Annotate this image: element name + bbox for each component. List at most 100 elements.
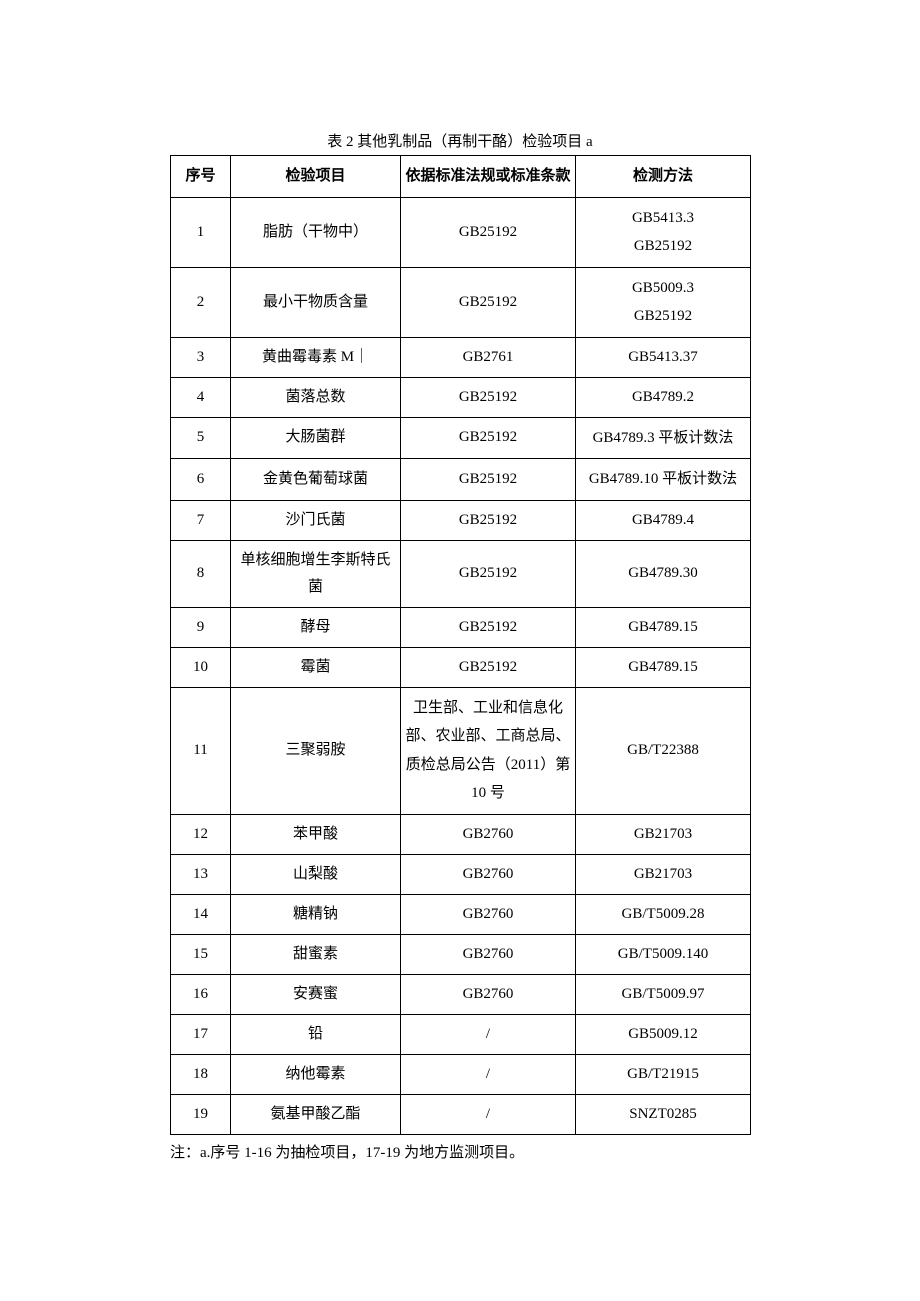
table-row: 19氨基甲酸乙酯/SNZT0285 [171, 1094, 751, 1134]
cell-seq: 10 [171, 647, 231, 687]
table-row: 12苯甲酸GB2760GB21703 [171, 814, 751, 854]
cell-item: 大肠菌群 [231, 417, 401, 459]
table-row: 8单核细胞增生李斯特氏菌GB25192GB4789.30 [171, 540, 751, 607]
table-row: 15甜蜜素GB2760GB/T5009.140 [171, 934, 751, 974]
cell-item: 金黄色葡萄球菌 [231, 459, 401, 501]
cell-seq: 11 [171, 687, 231, 814]
cell-seq: 4 [171, 377, 231, 417]
cell-seq: 2 [171, 267, 231, 337]
cell-basis: GB2760 [401, 894, 576, 934]
cell-method: SNZT0285 [576, 1094, 751, 1134]
cell-method: GB5009.3GB25192 [576, 267, 751, 337]
cell-item: 黄曲霉毒素 M｜ [231, 337, 401, 377]
cell-seq: 18 [171, 1054, 231, 1094]
table-row: 4菌落总数GB25192GB4789.2 [171, 377, 751, 417]
cell-basis: GB2761 [401, 337, 576, 377]
cell-basis: GB2760 [401, 814, 576, 854]
cell-basis: GB25192 [401, 607, 576, 647]
table-row: 14糖精钠GB2760GB/T5009.28 [171, 894, 751, 934]
cell-seq: 5 [171, 417, 231, 459]
cell-basis: GB25192 [401, 647, 576, 687]
cell-method: GB/T22388 [576, 687, 751, 814]
cell-basis: GB2760 [401, 934, 576, 974]
cell-item: 苯甲酸 [231, 814, 401, 854]
cell-basis: / [401, 1014, 576, 1054]
inspection-table: 序号 检验项目 依据标准法规或标准条款 检测方法 1脂肪（干物中）GB25192… [170, 155, 751, 1135]
cell-method: GB/T21915 [576, 1054, 751, 1094]
cell-item: 脂肪（干物中） [231, 197, 401, 267]
cell-seq: 8 [171, 540, 231, 607]
table-title: 表 2 其他乳制品（再制干酪）检验项目 a [170, 130, 750, 151]
cell-seq: 7 [171, 500, 231, 540]
col-header-seq: 序号 [171, 156, 231, 198]
cell-item: 酵母 [231, 607, 401, 647]
cell-seq: 6 [171, 459, 231, 501]
cell-method: GB/T5009.28 [576, 894, 751, 934]
cell-basis: GB25192 [401, 197, 576, 267]
table-row: 10霉菌GB25192GB4789.15 [171, 647, 751, 687]
table-row: 1脂肪（干物中）GB25192GB5413.3GB25192 [171, 197, 751, 267]
cell-seq: 17 [171, 1014, 231, 1054]
cell-seq: 15 [171, 934, 231, 974]
cell-item: 安赛蜜 [231, 974, 401, 1014]
cell-method: GB/T5009.97 [576, 974, 751, 1014]
table-row: 16安赛蜜GB2760GB/T5009.97 [171, 974, 751, 1014]
cell-item: 铅 [231, 1014, 401, 1054]
table-row: 17铅/GB5009.12 [171, 1014, 751, 1054]
cell-item: 三聚弱胺 [231, 687, 401, 814]
col-header-method: 检测方法 [576, 156, 751, 198]
cell-basis: / [401, 1094, 576, 1134]
cell-seq: 19 [171, 1094, 231, 1134]
cell-method: GB5413.3GB25192 [576, 197, 751, 267]
cell-seq: 13 [171, 854, 231, 894]
table-header-row: 序号 检验项目 依据标准法规或标准条款 检测方法 [171, 156, 751, 198]
table-row: 18纳他霉素/GB/T21915 [171, 1054, 751, 1094]
cell-item: 最小干物质含量 [231, 267, 401, 337]
cell-method: GB4789.15 [576, 607, 751, 647]
cell-method: GB4789.15 [576, 647, 751, 687]
cell-method: GB4789.3 平板计数法 [576, 417, 751, 459]
table-row: 7沙门氏菌GB25192GB4789.4 [171, 500, 751, 540]
cell-basis: GB25192 [401, 267, 576, 337]
table-row: 9酵母GB25192GB4789.15 [171, 607, 751, 647]
table-body: 1脂肪（干物中）GB25192GB5413.3GB251922最小干物质含量GB… [171, 197, 751, 1134]
cell-method: GB21703 [576, 814, 751, 854]
table-row: 6金黄色葡萄球菌GB25192GB4789.10 平板计数法 [171, 459, 751, 501]
cell-seq: 9 [171, 607, 231, 647]
cell-item: 纳他霉素 [231, 1054, 401, 1094]
cell-basis: GB25192 [401, 417, 576, 459]
cell-item: 菌落总数 [231, 377, 401, 417]
cell-basis: GB25192 [401, 500, 576, 540]
cell-item: 糖精钠 [231, 894, 401, 934]
table-row: 11三聚弱胺卫生部、工业和信息化部、农业部、工商总局、质检总局公告（2011）第… [171, 687, 751, 814]
cell-method: GB4789.4 [576, 500, 751, 540]
cell-basis: 卫生部、工业和信息化部、农业部、工商总局、质检总局公告（2011）第 10 号 [401, 687, 576, 814]
cell-basis: GB2760 [401, 854, 576, 894]
cell-method: GB/T5009.140 [576, 934, 751, 974]
cell-method: GB5413.37 [576, 337, 751, 377]
cell-basis: GB25192 [401, 377, 576, 417]
table-footnote: 注：a.序号 1-16 为抽检项目，17-19 为地方监测项目。 [170, 1141, 750, 1162]
table-row: 2最小干物质含量GB25192GB5009.3GB25192 [171, 267, 751, 337]
cell-basis: / [401, 1054, 576, 1094]
cell-method: GB5009.12 [576, 1014, 751, 1054]
cell-item: 甜蜜素 [231, 934, 401, 974]
cell-method: GB4789.2 [576, 377, 751, 417]
cell-method: GB4789.10 平板计数法 [576, 459, 751, 501]
col-header-item: 检验项目 [231, 156, 401, 198]
cell-item: 氨基甲酸乙酯 [231, 1094, 401, 1134]
cell-seq: 3 [171, 337, 231, 377]
cell-item: 沙门氏菌 [231, 500, 401, 540]
cell-item: 霉菌 [231, 647, 401, 687]
table-row: 3黄曲霉毒素 M｜GB2761GB5413.37 [171, 337, 751, 377]
table-row: 13山梨酸GB2760GB21703 [171, 854, 751, 894]
cell-item: 单核细胞增生李斯特氏菌 [231, 540, 401, 607]
cell-method: GB4789.30 [576, 540, 751, 607]
cell-basis: GB25192 [401, 540, 576, 607]
table-row: 5大肠菌群GB25192GB4789.3 平板计数法 [171, 417, 751, 459]
cell-seq: 14 [171, 894, 231, 934]
cell-item: 山梨酸 [231, 854, 401, 894]
cell-method: GB21703 [576, 854, 751, 894]
cell-seq: 16 [171, 974, 231, 1014]
document-page: 表 2 其他乳制品（再制干酪）检验项目 a 序号 检验项目 依据标准法规或标准条… [0, 0, 920, 1162]
